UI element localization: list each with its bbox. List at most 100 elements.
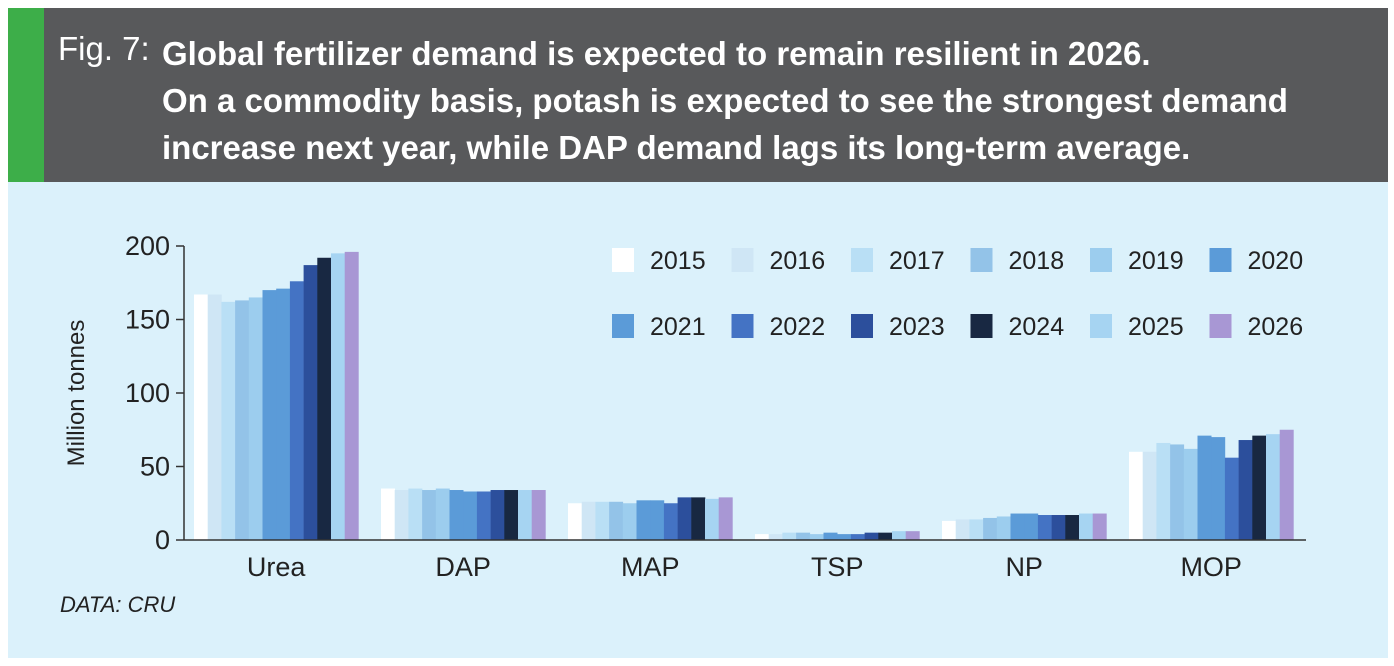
x-category-label: NP bbox=[1005, 552, 1043, 582]
bar bbox=[1142, 451, 1157, 540]
bar bbox=[1037, 515, 1052, 540]
bar bbox=[955, 519, 970, 540]
y-tick-label: 150 bbox=[125, 305, 170, 335]
bar bbox=[1079, 513, 1093, 540]
figure-title: Global fertilizer demand is expected to … bbox=[162, 30, 1288, 171]
y-tick-label: 200 bbox=[125, 231, 170, 261]
legend-label: 2026 bbox=[1248, 313, 1304, 341]
legend-label: 2018 bbox=[1009, 247, 1065, 275]
bar bbox=[1129, 451, 1143, 540]
bar bbox=[408, 488, 423, 540]
chart-panel: 0 50 100 150 200 Million tonnes Urea DAP MAP TSP N… bbox=[8, 182, 1388, 658]
legend-swatch bbox=[970, 248, 993, 272]
bar bbox=[1183, 448, 1198, 540]
bar bbox=[892, 531, 906, 540]
bar bbox=[476, 491, 491, 540]
x-category-label: Urea bbox=[247, 552, 307, 582]
bar bbox=[942, 520, 956, 540]
bar bbox=[636, 500, 651, 540]
bar bbox=[622, 503, 637, 540]
bar bbox=[755, 534, 769, 540]
figure-label: Fig. 7: bbox=[58, 30, 150, 67]
bar bbox=[504, 490, 519, 540]
bar bbox=[394, 490, 409, 540]
bar bbox=[1266, 434, 1280, 540]
legend-label: 2016 bbox=[770, 247, 826, 275]
bar bbox=[983, 517, 998, 540]
bar bbox=[490, 490, 505, 540]
bar bbox=[1211, 437, 1226, 540]
bar bbox=[1238, 440, 1253, 540]
bar bbox=[837, 534, 852, 540]
bar-chart: 0 50 100 150 200 Million tonnes Urea DAP MAP TSP N… bbox=[63, 231, 1306, 582]
bar bbox=[248, 297, 263, 540]
bar bbox=[1010, 513, 1025, 540]
title-line-3: increase next year, while DAP demand lag… bbox=[162, 129, 1191, 166]
bar bbox=[289, 281, 304, 540]
bar bbox=[194, 294, 208, 540]
bar bbox=[809, 534, 824, 540]
bar bbox=[1252, 435, 1267, 540]
title-line-2: On a commodity basis, potash is expected… bbox=[162, 82, 1288, 119]
legend-swatch bbox=[612, 314, 634, 338]
bar bbox=[595, 501, 610, 540]
legend-swatch bbox=[970, 314, 993, 338]
data-source: DATA: CRU bbox=[60, 592, 176, 617]
legend-swatch bbox=[731, 248, 754, 272]
bar bbox=[344, 251, 359, 540]
legend-label: 2022 bbox=[770, 313, 826, 341]
bar bbox=[303, 265, 318, 540]
bar bbox=[581, 501, 596, 540]
bar bbox=[422, 490, 437, 540]
bar bbox=[996, 516, 1011, 540]
legend-label: 2017 bbox=[889, 247, 945, 275]
bar bbox=[235, 300, 250, 540]
bar bbox=[262, 290, 277, 540]
x-category-label: MOP bbox=[1180, 552, 1242, 582]
bar bbox=[1092, 513, 1107, 540]
bar bbox=[317, 257, 332, 540]
bar bbox=[782, 532, 797, 540]
legend-swatch bbox=[731, 314, 754, 338]
bar bbox=[1197, 435, 1212, 540]
bar bbox=[531, 490, 546, 540]
bar bbox=[449, 490, 464, 540]
bar bbox=[796, 532, 811, 540]
bar bbox=[221, 301, 236, 540]
bar bbox=[568, 503, 582, 540]
legend-swatch bbox=[1090, 248, 1112, 272]
bar bbox=[718, 497, 733, 540]
bar bbox=[677, 497, 692, 540]
bar bbox=[768, 534, 783, 540]
legend-label: 2021 bbox=[650, 313, 706, 341]
legend-swatch bbox=[1209, 248, 1232, 272]
bar bbox=[331, 253, 345, 540]
bar bbox=[705, 498, 719, 540]
y-axis-title: Million tonnes bbox=[63, 320, 90, 467]
bar bbox=[905, 531, 920, 540]
title-line-1: Global fertilizer demand is expected to … bbox=[162, 35, 1151, 72]
bar bbox=[1065, 515, 1080, 540]
legend-label: 2020 bbox=[1248, 247, 1304, 275]
legend-swatch bbox=[1090, 314, 1112, 338]
figure-header: Fig. 7: Global fertilizer demand is expe… bbox=[8, 8, 1388, 182]
x-category-label: MAP bbox=[621, 552, 680, 582]
bar bbox=[969, 519, 984, 540]
y-tick-label: 100 bbox=[125, 378, 170, 408]
bar bbox=[1170, 444, 1185, 540]
y-tick-label: 50 bbox=[140, 452, 170, 482]
legend-swatch bbox=[851, 314, 873, 338]
legend-label: 2025 bbox=[1128, 313, 1184, 341]
bar bbox=[609, 501, 624, 540]
bar bbox=[435, 488, 450, 540]
bar bbox=[1224, 457, 1239, 540]
legend-swatch bbox=[612, 248, 634, 272]
legend-swatch bbox=[851, 248, 873, 272]
bar bbox=[1279, 429, 1294, 540]
bar bbox=[381, 488, 395, 540]
bar bbox=[878, 532, 893, 540]
bar bbox=[864, 532, 879, 540]
bar bbox=[463, 491, 478, 540]
legend-label: 2015 bbox=[650, 247, 706, 275]
legend-label: 2019 bbox=[1128, 247, 1184, 275]
